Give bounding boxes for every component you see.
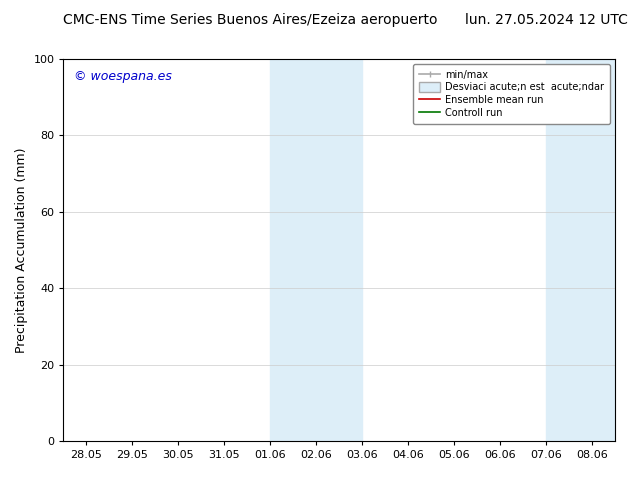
- Text: lun. 27.05.2024 12 UTC: lun. 27.05.2024 12 UTC: [465, 13, 628, 27]
- Bar: [270, 59, 362, 441]
- Text: CMC-ENS Time Series Buenos Aires/Ezeiza aeropuerto: CMC-ENS Time Series Buenos Aires/Ezeiza …: [63, 13, 438, 27]
- Text: © woespana.es: © woespana.es: [74, 70, 172, 83]
- Legend: min/max, Desviaci acute;n est  acute;ndar, Ensemble mean run, Controll run: min/max, Desviaci acute;n est acute;ndar…: [413, 64, 610, 123]
- Y-axis label: Precipitation Accumulation (mm): Precipitation Accumulation (mm): [15, 147, 28, 353]
- Bar: [546, 59, 615, 441]
